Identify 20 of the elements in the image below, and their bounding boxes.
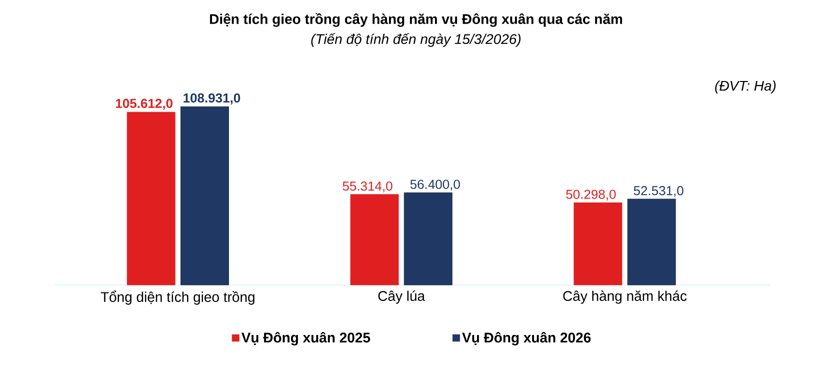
bar <box>126 112 176 286</box>
x-tick-label: Cây hàng năm khác <box>563 290 687 304</box>
data-label: 50.298,0 <box>566 190 616 200</box>
text: (ĐVT: Ha) <box>715 80 776 94</box>
legend-label: Vụ Đông xuân 2026 <box>462 332 591 346</box>
data-label: 108.931,0 <box>184 93 240 104</box>
bar <box>180 106 229 286</box>
data-label: 56.400,0 <box>410 180 460 190</box>
legend-label: Vụ Đông xuân 2025 <box>241 332 370 346</box>
bar <box>574 202 622 286</box>
x-tick-label: Tổng diện tích gieo trồng <box>100 290 254 305</box>
x-tick-label: Cây lúa <box>378 290 426 304</box>
chart-subtitle: (Tiến độ tính đến ngày 15/3/2026) <box>311 33 521 47</box>
data-label: 52.531,0 <box>634 186 684 197</box>
data-label: 105.612,0 <box>116 98 172 110</box>
data-label: 55.314,0 <box>342 181 392 192</box>
bar <box>404 192 452 286</box>
bar <box>627 198 676 286</box>
chart-title: Diện tích gieo trồng cây hàng năm vụ Đông xuân qua các năm <box>210 13 622 27</box>
bar <box>350 194 399 286</box>
